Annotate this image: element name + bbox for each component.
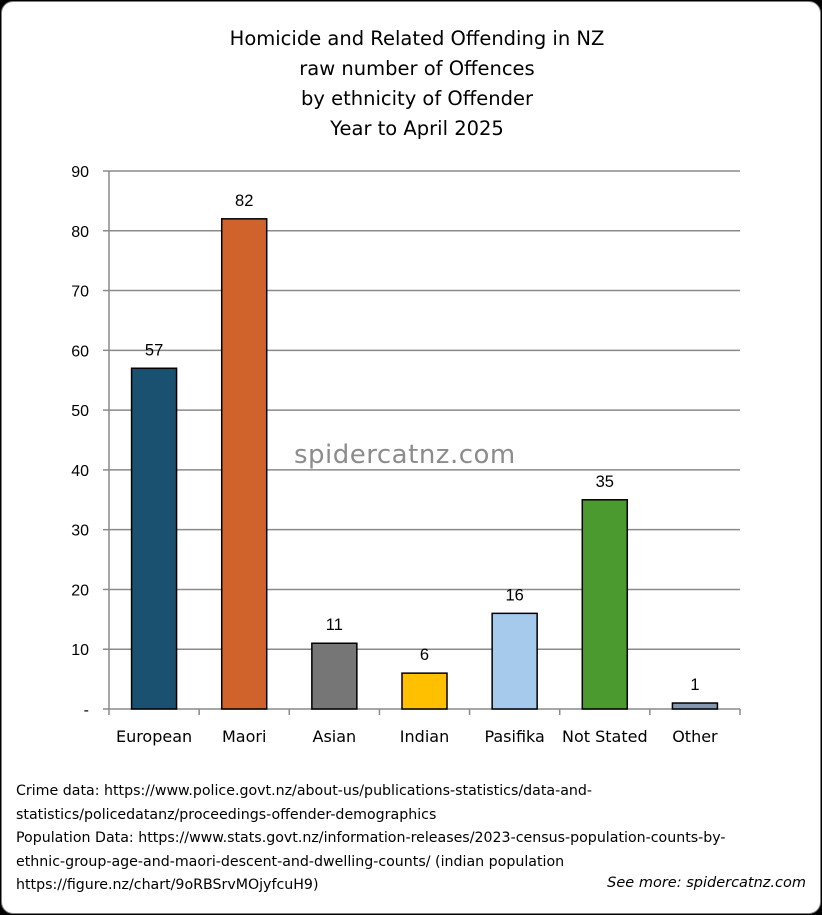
title-line: Homicide and Related Offending in NZ: [229, 27, 605, 50]
category-label: Maori: [222, 727, 266, 746]
y-tick-label: 50: [71, 403, 89, 420]
bar-asian: [311, 642, 358, 710]
bar-pasifika: [491, 612, 538, 710]
bar-indian: [401, 672, 448, 710]
data-label: 6: [420, 646, 429, 664]
sources-note: Crime data: https://www.police.govt.nz/a…: [16, 780, 816, 898]
watermark: spidercatnz.com: [294, 440, 516, 470]
data-label: 11: [326, 616, 343, 634]
category-label: Not Stated: [562, 727, 648, 746]
y-tick-label: 20: [71, 582, 89, 599]
data-label: 35: [596, 473, 614, 491]
chart-title: Homicide and Related Offending in NZ raw…: [2, 24, 820, 144]
category-label: Indian: [400, 727, 449, 746]
category-label: Other: [672, 727, 718, 746]
bar-other: [671, 702, 719, 710]
title-line: Year to April 2025: [330, 117, 504, 140]
y-tick-label: 90: [71, 164, 89, 181]
data-label: 16: [505, 586, 523, 604]
source-line: Population Data: https://www.stats.govt.…: [16, 830, 726, 846]
title-line: by ethnicity of Offender: [301, 87, 533, 110]
bar-european: [130, 367, 178, 710]
data-label: 82: [235, 192, 253, 210]
y-tick-label: 10: [71, 642, 89, 659]
source-line: ethnic-group-age-and-maori-descent-and-d…: [16, 853, 565, 870]
source-line: statistics/policedatanz/proceedings-offe…: [16, 806, 437, 823]
y-tick-label: -: [84, 702, 89, 719]
y-tick-label: 40: [71, 463, 89, 480]
category-label: Pasifika: [484, 727, 544, 746]
source-line: Crime data: https://www.police.govt.nz/a…: [16, 783, 593, 799]
source-line: https://figure.nz/chart/9oRBSrvMOjyfcuH9…: [16, 877, 319, 893]
see-more-note: See more: spidercatnz.com: [607, 875, 806, 891]
y-tick-label: 60: [71, 343, 89, 360]
data-label: 1: [690, 676, 699, 694]
category-label: European: [116, 727, 192, 746]
bar-not-stated: [581, 499, 629, 710]
y-tick-label: 80: [71, 224, 89, 241]
data-label: 57: [145, 341, 163, 359]
y-tick-label: 70: [71, 284, 89, 301]
y-tick-label: 30: [71, 523, 89, 540]
category-label: Asian: [313, 727, 357, 746]
title-line: raw number of Offences: [299, 57, 535, 80]
bar-maori: [220, 218, 268, 710]
